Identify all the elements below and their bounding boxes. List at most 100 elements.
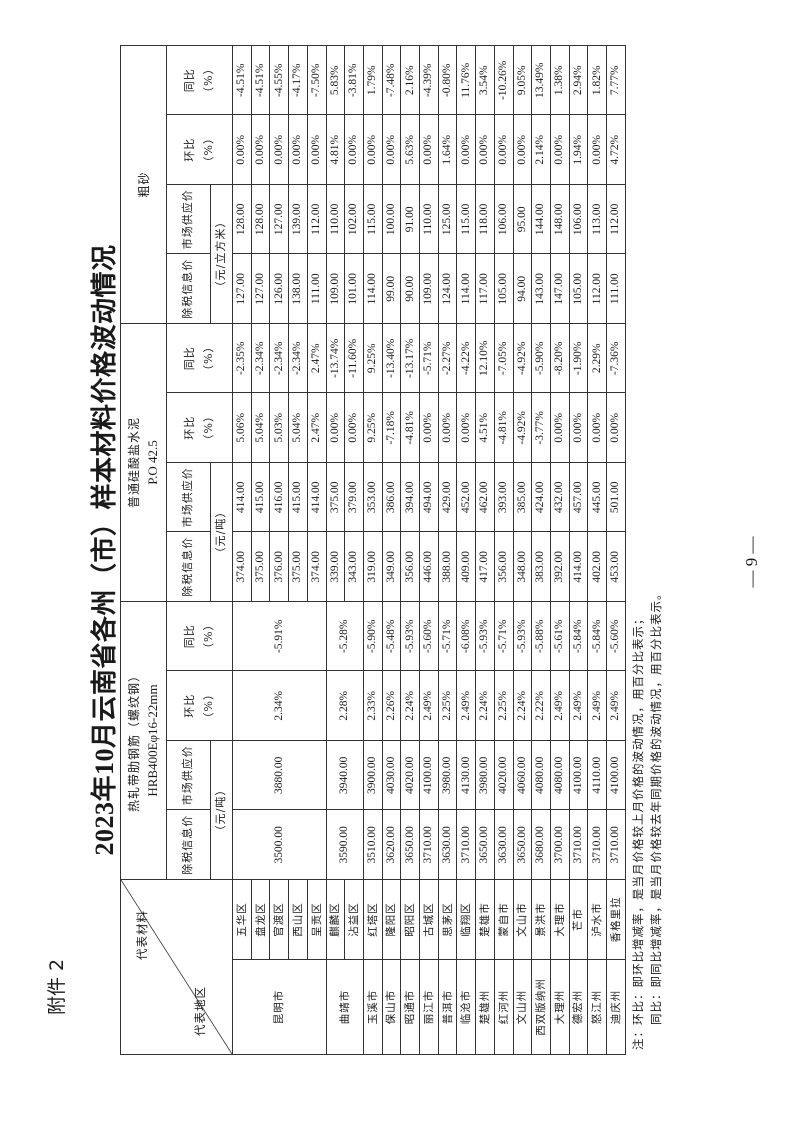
cement-value-cell: 375.00 (326, 462, 345, 532)
sand-value-cell: -10.26% (494, 45, 514, 115)
cement-value-cell: 415.00 (288, 462, 308, 532)
steel-value-cell: 3650.00 (475, 810, 495, 880)
cement-value-cell: 353.00 (363, 462, 383, 532)
cement-value-cell: -2.34% (269, 323, 289, 393)
sand-value-cell: 1.38% (550, 45, 570, 115)
sand-value-cell: 126.00 (269, 254, 289, 324)
cement-value-cell: 414.00 (569, 532, 588, 602)
note-yoy: 同比：即同比增减率，是当月价格较去年同期价格的波动情况，用百分比表示。 (649, 587, 663, 1050)
cement-value-cell: 339.00 (326, 532, 345, 602)
steel-value-cell: -5.88% (531, 601, 551, 671)
cement-value-cell: 414.00 (307, 462, 327, 532)
unit-steel: （元/吨） (210, 740, 233, 880)
sand-value-cell: -4.51% (251, 45, 270, 115)
sand-value-cell: 115.00 (363, 184, 383, 254)
sand-value-cell: 138.00 (288, 254, 308, 324)
sand-value-cell: 13.49% (531, 45, 551, 115)
steel-value-cell: 4060.00 (513, 740, 532, 810)
sand-value-cell: 114.00 (363, 254, 383, 324)
city-cell: 迪庆州 (606, 959, 626, 1055)
sand-value-cell: 4.81% (326, 115, 345, 185)
cement-value-cell: 0.00% (344, 393, 364, 463)
unit-cement: （元/吨） (210, 462, 233, 602)
sand-value-cell: 0.00% (251, 115, 270, 185)
district-cell: 麒麟区 (326, 879, 345, 960)
cement-value-cell: 2.47% (307, 323, 327, 393)
cement-value-cell: 388.00 (438, 532, 457, 602)
city-cell: 红河州 (494, 959, 514, 1055)
steel-value-cell: 3590.00 (326, 810, 364, 880)
sand-value-cell: -4.51% (232, 45, 252, 115)
steel-value-cell: 2.25% (438, 671, 457, 741)
sand-value-cell: 2.94% (569, 45, 588, 115)
cement-value-cell: 356.00 (494, 532, 514, 602)
steel-value-cell: 3710.00 (456, 810, 476, 880)
table-row: 迪庆州 香格里拉 3710.00 4100.00 2.49% -5.60% 453.00 50… (606, 45, 626, 1055)
cement-value-cell: 386.00 (382, 462, 401, 532)
subheader-steel-mom: 环比 （%） (166, 671, 233, 741)
page-title: 2023年10月云南省各州（市）样本材料价格波动情况 (90, 244, 119, 856)
steel-value-cell: 2.24% (513, 671, 532, 741)
cement-value-cell: -4.92% (513, 323, 532, 393)
sand-value-cell: 3.54% (475, 45, 495, 115)
cement-value-cell: 349.00 (382, 532, 401, 602)
sand-value-cell: 0.00% (456, 115, 476, 185)
cement-value-cell: 446.00 (419, 532, 439, 602)
steel-value-cell: -5.48% (382, 601, 401, 671)
district-cell: 五华区 (232, 879, 252, 960)
sand-value-cell: 115.00 (456, 184, 476, 254)
table-row: 昆明市 五华区 3500.00 3880.00 2.34% -5.91% 374.00 414… (232, 45, 327, 1055)
steel-value-cell: -5.84% (587, 601, 607, 671)
sand-value-cell: 0.00% (307, 115, 327, 185)
city-cell: 保山市 (382, 959, 401, 1055)
table-row: 临沧市 临翔区 3710.00 4130.00 2.49% -6.08% 409.00 452… (456, 45, 476, 1055)
cement-value-cell: 0.00% (569, 393, 588, 463)
cement-value-cell: 379.00 (344, 462, 364, 532)
sand-value-cell: -7.50% (307, 45, 327, 115)
cement-value-cell: 375.00 (251, 532, 270, 602)
steel-value-cell: -5.61% (550, 601, 570, 671)
subheader-cement-tax-price: 除税信息价 (166, 532, 211, 602)
cement-value-cell: -5.90% (531, 323, 551, 393)
cement-value-cell: 9.25% (363, 323, 383, 393)
cement-value-cell: 319.00 (363, 532, 383, 602)
sand-value-cell: 125.00 (438, 184, 457, 254)
steel-value-cell: -5.93% (475, 601, 495, 671)
steel-value-cell: 2.26% (382, 671, 401, 741)
cement-value-cell: 2.29% (587, 323, 607, 393)
table-row: 保山市 隆阳区 3620.00 4030.00 2.26% -5.48% 349.00 386… (382, 45, 401, 1055)
sand-value-cell: 2.16% (400, 45, 420, 115)
table-row: 丽江市 古城区 3710.00 4100.00 2.49% -5.60% 446.00 494… (419, 45, 439, 1055)
cement-value-cell: 445.00 (587, 462, 607, 532)
steel-value-cell: 4020.00 (400, 740, 420, 810)
cement-value-cell: 5.03% (269, 393, 289, 463)
cement-value-cell: 5.04% (288, 393, 308, 463)
steel-value-cell: 2.33% (363, 671, 383, 741)
steel-value-cell: 4110.00 (587, 740, 607, 810)
sand-value-cell: -4.39% (419, 45, 439, 115)
cement-value-cell: -4.81% (494, 393, 514, 463)
district-cell: 香格里拉 (606, 879, 626, 960)
steel-value-cell: 4100.00 (569, 740, 588, 810)
sand-value-cell: 7.77% (606, 45, 626, 115)
table-row: 大理州 大理市 3700.00 4080.00 2.49% -5.61% 392.00 432… (550, 45, 570, 1055)
steel-value-cell: 2.24% (475, 671, 495, 741)
region-label: 代表地区 (194, 986, 207, 1036)
cement-value-cell: -7.36% (606, 323, 626, 393)
table-row: 玉溪市 红塔区 3510.00 3900.00 2.33% -5.90% 319.00 353… (363, 45, 383, 1055)
table-row: 呈贡区 374.00 414.00 2.47% 2.47% 111.00 112.00 0.0… (307, 45, 327, 1055)
district-cell: 临翔区 (456, 879, 476, 960)
table-row: 西双版纳州 景洪市 3680.00 4080.00 2.22% -5.88% 383.00 4… (531, 45, 551, 1055)
sand-value-cell: 139.00 (288, 184, 308, 254)
steel-value-cell: 2.28% (326, 671, 364, 741)
cement-value-cell: 392.00 (550, 532, 570, 602)
subheader-cement-yoy: 同比 （%） (166, 323, 233, 393)
sand-value-cell: 105.00 (494, 254, 514, 324)
city-cell: 玉溪市 (363, 959, 383, 1055)
sand-value-cell: 99.00 (382, 254, 401, 324)
cement-value-cell: 356.00 (400, 532, 420, 602)
sand-value-cell: 2.14% (531, 115, 551, 185)
cement-value-cell: 494.00 (419, 462, 439, 532)
sand-value-cell: 102.00 (344, 184, 364, 254)
sand-value-cell: 109.00 (419, 254, 439, 324)
